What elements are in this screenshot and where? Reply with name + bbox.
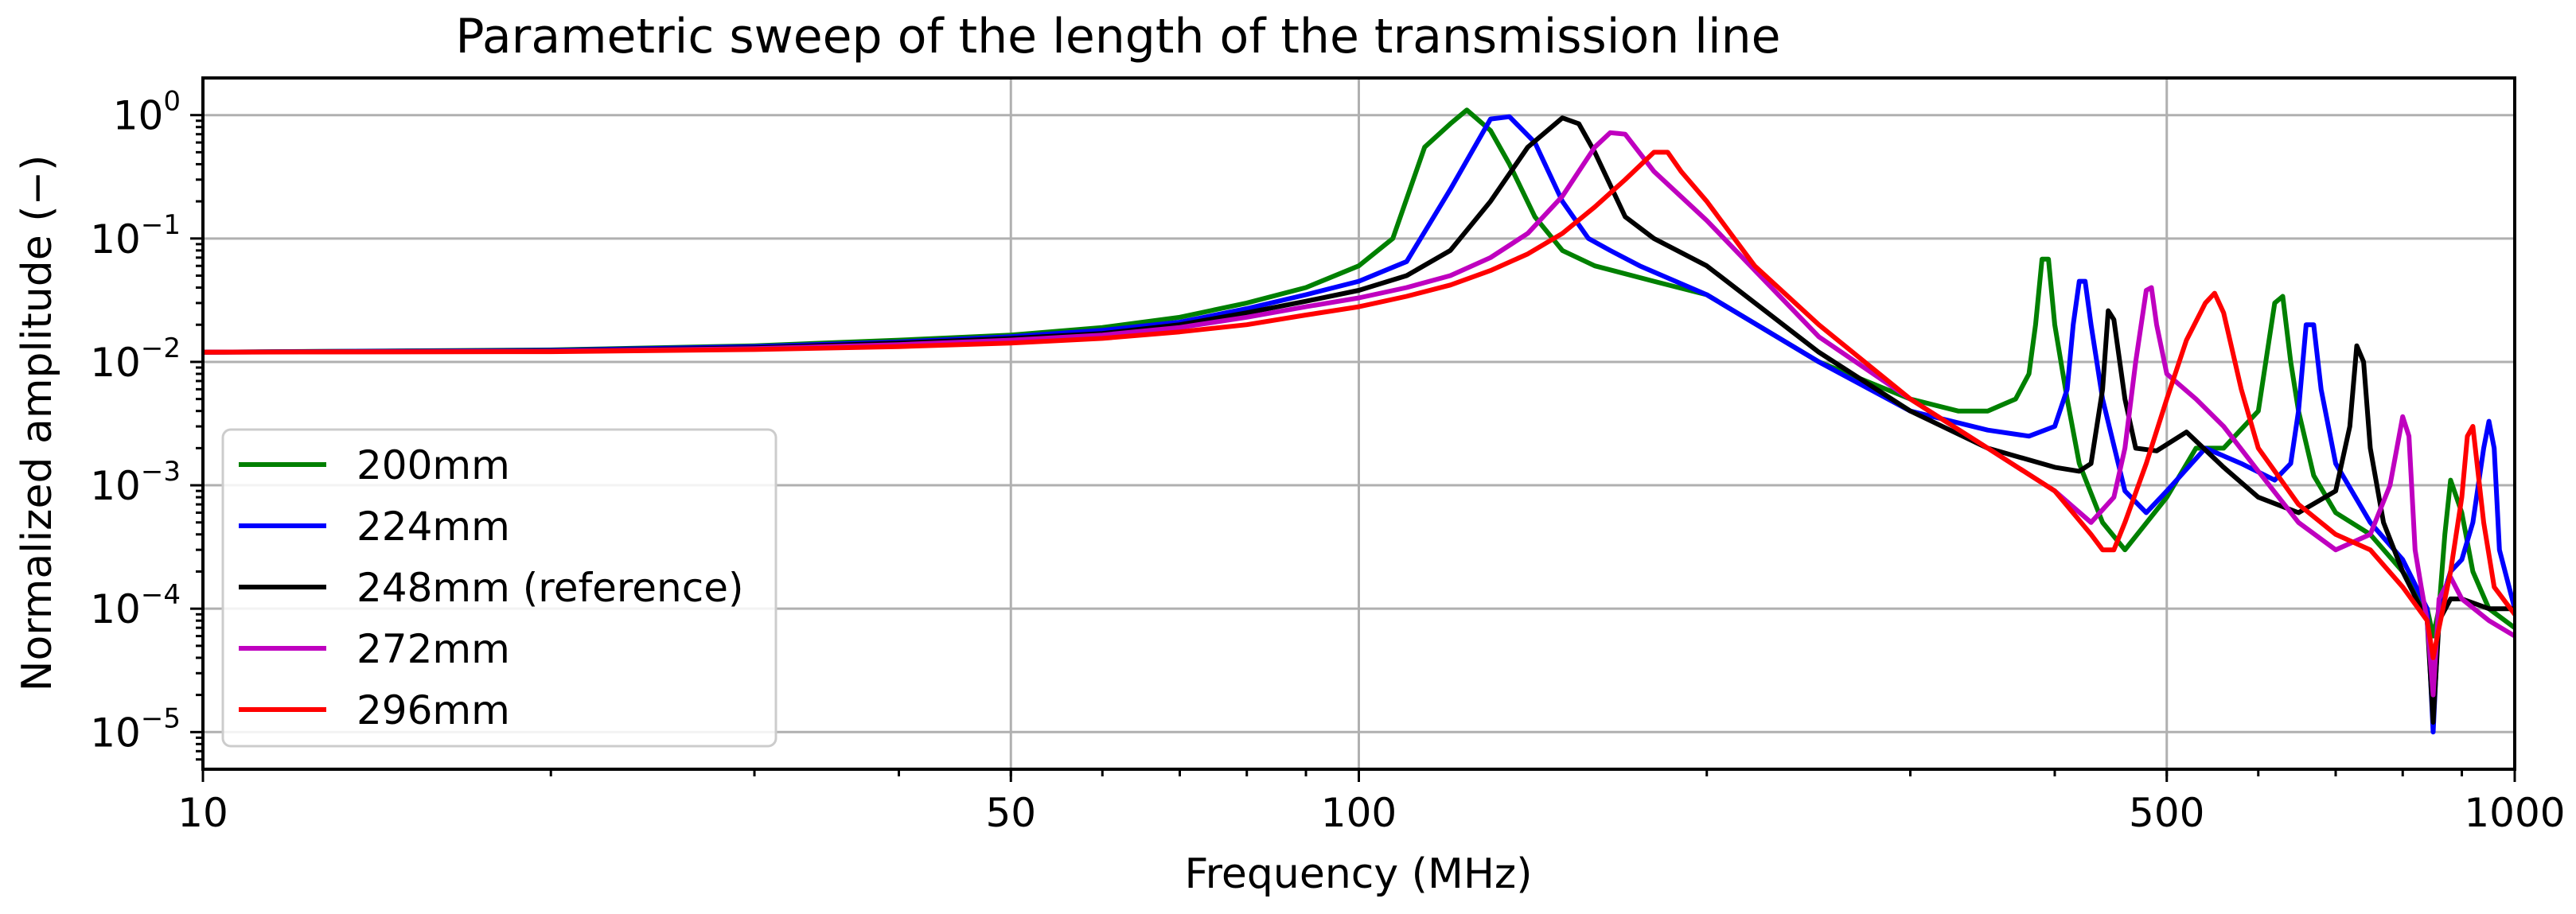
x-axis-label: Frequency (MHz) [1185, 850, 1533, 898]
y-tick-exponent: −1 [141, 209, 181, 241]
series-line-200mm [203, 107, 2515, 639]
y-tick-base: 10 [90, 216, 141, 263]
legend-box [221, 428, 777, 748]
legend-label: 200mm [357, 442, 510, 488]
legend-label: 224mm [357, 504, 510, 550]
legend-label: 296mm [357, 687, 510, 733]
y-tick-label: 100 [113, 86, 181, 139]
y-tick-exponent: −4 [141, 579, 181, 611]
y-tick-exponent: 0 [163, 86, 181, 118]
legend-label: 248mm (reference) [357, 565, 744, 611]
y-axis-label: Normalized amplitude (−) [14, 155, 61, 692]
series-line-272mm [203, 130, 2515, 698]
x-tick-label: 50 [985, 790, 1036, 836]
y-tick-base: 10 [90, 463, 141, 509]
y-tick-label: 10−2 [90, 333, 181, 386]
y-tick-exponent: −2 [141, 333, 181, 364]
y-tick-base: 10 [90, 586, 141, 632]
y-tick-base: 10 [90, 340, 141, 386]
y-tick-base: 10 [90, 710, 141, 756]
y-tick-label: 10−3 [90, 456, 181, 509]
x-tick-label: 100 [1321, 790, 1397, 836]
legend-label: 272mm [357, 626, 510, 672]
y-tick-exponent: −5 [141, 702, 181, 734]
series-layer [203, 107, 2515, 735]
y-tick-label: 10−1 [90, 209, 181, 263]
legend: 200mm 224mm 248mm (reference) 272mm 296mm [221, 428, 777, 748]
x-tick-label: 1000 [2464, 790, 2565, 836]
y-tick-exponent: −3 [141, 456, 181, 488]
y-tick-base: 10 [113, 93, 164, 139]
chart-title: Parametric sweep of the length of the tr… [455, 9, 1780, 64]
y-tick-label: 10−4 [90, 579, 181, 632]
series-line-296mm [203, 150, 2515, 660]
y-tick-label: 10−5 [90, 702, 181, 756]
x-tick-label: 500 [2129, 790, 2204, 836]
x-tick-label: 10 [177, 790, 228, 836]
